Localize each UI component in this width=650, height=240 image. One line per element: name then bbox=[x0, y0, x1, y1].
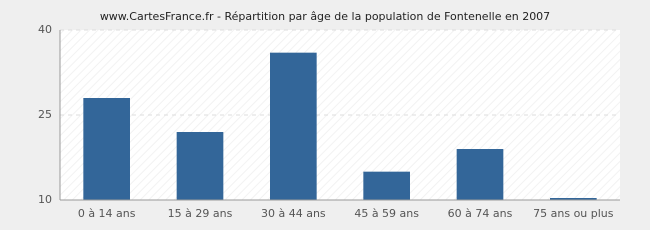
chart-title: www.CartesFrance.fr - Répartition par âg… bbox=[100, 10, 550, 23]
bar bbox=[83, 98, 130, 200]
y-tick-label: 40 bbox=[38, 23, 52, 36]
bar bbox=[550, 198, 597, 200]
bar bbox=[176, 132, 224, 200]
x-tick-label: 75 ans ou plus bbox=[533, 207, 614, 220]
x-tick-label: 45 à 59 ans bbox=[354, 207, 419, 220]
x-tick-label: 30 à 44 ans bbox=[261, 207, 326, 220]
bar bbox=[456, 149, 504, 200]
x-tick-label: 15 à 29 ans bbox=[168, 207, 233, 220]
bar bbox=[363, 171, 410, 200]
chart: www.CartesFrance.fr - Répartition par âg… bbox=[0, 0, 650, 230]
x-tick-label: 0 à 14 ans bbox=[78, 207, 136, 220]
bar bbox=[270, 52, 317, 200]
x-tick-label: 60 à 74 ans bbox=[448, 207, 513, 220]
y-tick-label: 10 bbox=[38, 193, 52, 206]
y-tick-label: 25 bbox=[38, 108, 52, 121]
